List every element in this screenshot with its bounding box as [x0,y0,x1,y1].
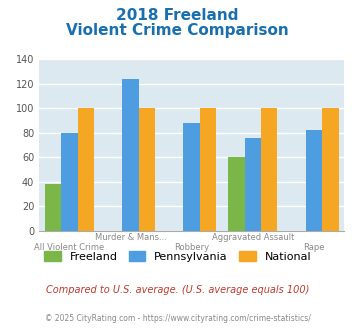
Bar [45,184,61,231]
Bar [61,133,78,231]
Text: Violent Crime Comparison: Violent Crime Comparison [66,23,289,38]
Bar [139,109,155,231]
Bar [228,157,245,231]
Bar [245,138,261,231]
Bar [322,109,339,231]
Bar [78,109,94,231]
Bar [122,79,139,231]
Text: Murder & Mans...: Murder & Mans... [95,233,166,242]
Bar [184,123,200,231]
Text: Compared to U.S. average. (U.S. average equals 100): Compared to U.S. average. (U.S. average … [46,285,309,295]
Text: Rape: Rape [303,243,324,251]
Bar [261,109,278,231]
Legend: Freeland, Pennsylvania, National: Freeland, Pennsylvania, National [39,247,316,267]
Bar [306,130,322,231]
Bar [200,109,217,231]
Text: All Violent Crime: All Violent Crime [34,243,105,251]
Text: Robbery: Robbery [174,243,209,251]
Text: Aggravated Assault: Aggravated Assault [212,233,294,242]
Text: © 2025 CityRating.com - https://www.cityrating.com/crime-statistics/: © 2025 CityRating.com - https://www.city… [45,314,310,323]
Text: 2018 Freeland: 2018 Freeland [116,8,239,23]
